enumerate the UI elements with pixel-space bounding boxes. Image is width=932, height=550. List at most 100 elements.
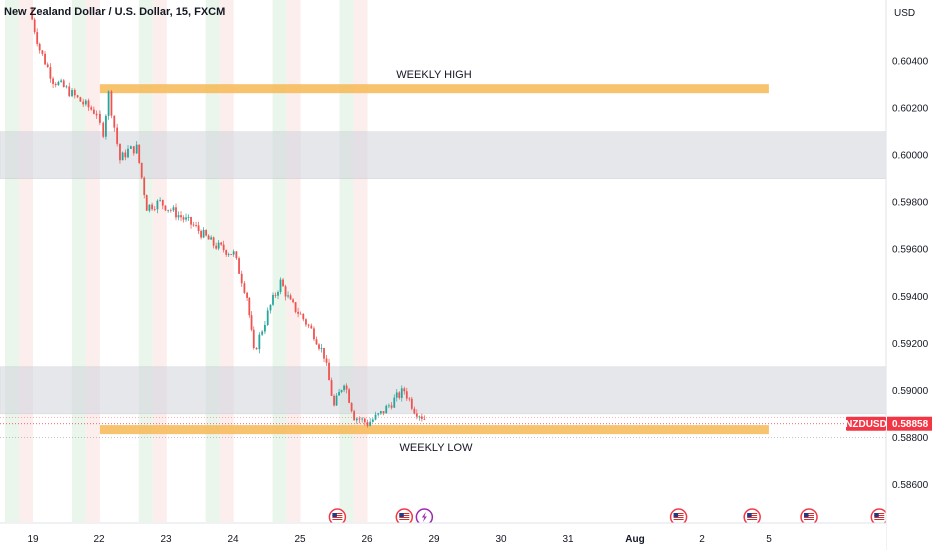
x-tick-label: 24 <box>227 534 239 545</box>
candle <box>403 386 406 395</box>
session-band-red <box>152 0 167 522</box>
candle <box>307 323 310 329</box>
session-band-green <box>339 0 354 522</box>
candle <box>44 50 46 66</box>
candle <box>313 326 315 342</box>
currency-label[interactable]: USD <box>894 8 916 19</box>
candle <box>187 214 190 221</box>
us-flag-event-icon[interactable] <box>800 508 818 526</box>
candle <box>284 284 287 301</box>
weekly-low-label: WEEKLY LOW <box>400 442 474 454</box>
weekly-zone-rect[interactable] <box>99 84 769 94</box>
x-tick-label: 23 <box>160 534 172 545</box>
candle <box>185 213 187 222</box>
candle <box>116 123 119 147</box>
candle <box>169 208 172 213</box>
time-axis[interactable]: 19 22 23 24 25 26 29 30 31 Aug 2 5 <box>0 522 886 550</box>
candle <box>350 402 353 413</box>
us-flag-event-icon[interactable] <box>395 508 414 526</box>
gray-zone-rect[interactable] <box>0 366 887 415</box>
session-band-green <box>71 0 86 522</box>
candle <box>127 145 129 159</box>
candle <box>82 98 85 108</box>
candle <box>33 17 36 35</box>
candle <box>248 296 251 318</box>
weekly-zone-rect[interactable] <box>99 425 769 435</box>
price-axis[interactable]: 0.60400 0.60200 0.60000 0.59800 0.59600 0.594… <box>885 0 932 550</box>
candle <box>371 417 374 423</box>
zones: WEEKLY HIGH WEEKLY LOW <box>0 69 887 454</box>
session-band-green <box>205 0 220 522</box>
us-flag-event-icon[interactable] <box>328 508 347 526</box>
candle <box>140 162 143 180</box>
y-tick-label: 0.59400 <box>892 292 929 303</box>
gray-zone-rect[interactable] <box>0 131 887 179</box>
candle <box>264 321 266 335</box>
candle <box>348 387 351 404</box>
session-band-red <box>353 0 368 522</box>
candle <box>177 211 180 221</box>
y-tick-label: 0.59800 <box>892 198 929 209</box>
candle <box>325 354 328 366</box>
x-tick-label: 25 <box>294 534 306 545</box>
weekly-high-label: WEEKLY HIGH <box>396 69 471 81</box>
candle <box>355 417 358 424</box>
candle <box>95 110 98 119</box>
candle <box>385 404 388 414</box>
candle <box>340 389 343 394</box>
candle <box>153 205 156 212</box>
candle <box>408 397 411 402</box>
candle <box>36 28 39 47</box>
candle <box>353 409 356 421</box>
candle <box>102 121 105 139</box>
candle <box>182 215 185 223</box>
candle <box>41 49 44 56</box>
candle <box>151 202 153 211</box>
candle <box>266 307 269 327</box>
candle <box>393 394 396 409</box>
candle <box>145 194 148 211</box>
candle <box>222 240 225 253</box>
x-tick-label: Aug <box>625 534 644 545</box>
candle <box>217 240 220 251</box>
candle <box>289 293 292 300</box>
candle <box>138 144 141 165</box>
candle <box>279 277 282 295</box>
candle <box>49 63 52 83</box>
candle <box>294 301 297 314</box>
candle <box>238 256 240 274</box>
candle <box>175 203 177 221</box>
candle <box>345 383 348 394</box>
candle <box>84 99 87 107</box>
candle <box>418 415 421 421</box>
candle <box>164 205 167 212</box>
candle <box>60 78 62 83</box>
candle <box>287 291 289 299</box>
candle <box>395 389 398 402</box>
y-tick-label: 0.59600 <box>892 245 929 256</box>
candle <box>413 406 416 415</box>
candle <box>246 291 248 302</box>
candle <box>269 304 272 314</box>
event-icons <box>328 508 889 526</box>
candle <box>330 377 333 397</box>
session-band-red <box>85 0 100 522</box>
candle <box>232 249 235 257</box>
candle <box>62 79 65 88</box>
candle <box>110 90 113 119</box>
candle <box>333 394 335 407</box>
symbol-tag-label: NZDUSD <box>845 419 887 430</box>
candle <box>215 242 218 250</box>
candle <box>156 199 159 214</box>
candle <box>423 415 426 421</box>
candle <box>366 419 369 428</box>
last-price-tag[interactable]: NZDUSD 0.58858 <box>845 416 932 431</box>
candle <box>292 298 294 304</box>
candle <box>167 209 170 213</box>
candle <box>71 87 73 98</box>
candle <box>180 211 182 222</box>
candle <box>318 343 320 351</box>
candle <box>261 330 264 337</box>
candle <box>195 221 197 228</box>
